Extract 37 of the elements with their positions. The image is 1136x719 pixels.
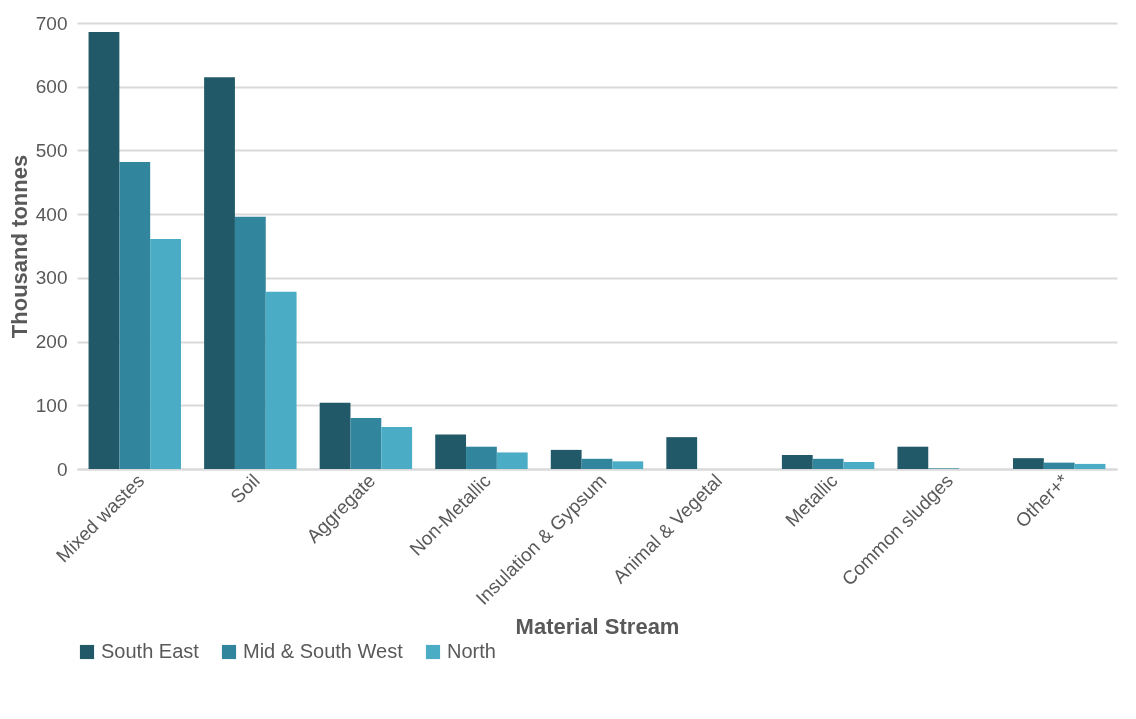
y-axis-title: Thousand tonnes bbox=[6, 154, 32, 339]
legend-label: North bbox=[447, 640, 496, 662]
bar bbox=[666, 437, 698, 469]
y-tick-label: 400 bbox=[35, 203, 68, 225]
y-tick-label: 100 bbox=[35, 394, 68, 416]
y-tick-label: 200 bbox=[35, 331, 68, 353]
bar bbox=[581, 458, 613, 469]
y-tick-label: 0 bbox=[56, 458, 68, 480]
bar bbox=[234, 216, 266, 469]
bar bbox=[781, 454, 813, 469]
bar bbox=[496, 452, 528, 469]
bar bbox=[119, 161, 151, 469]
bar bbox=[1043, 462, 1075, 469]
y-tick-label: 600 bbox=[35, 76, 68, 98]
bar bbox=[843, 461, 875, 469]
bar bbox=[1013, 458, 1044, 469]
bar bbox=[350, 418, 382, 469]
bar bbox=[88, 31, 120, 469]
bar bbox=[466, 446, 497, 469]
y-tick-label: 300 bbox=[35, 267, 68, 289]
y-tick-label: 700 bbox=[35, 12, 68, 34]
legend-label: Mid & South West bbox=[243, 640, 404, 662]
bar bbox=[204, 77, 235, 469]
bar bbox=[612, 461, 644, 469]
bar bbox=[550, 449, 582, 469]
bar bbox=[381, 426, 413, 469]
bar bbox=[150, 238, 181, 469]
bar bbox=[265, 291, 297, 469]
bar bbox=[319, 402, 351, 469]
bar bbox=[897, 446, 929, 469]
x-axis-title: Material Stream bbox=[515, 613, 680, 639]
x-tick-label: Soil bbox=[226, 470, 264, 508]
legend-label: South East bbox=[101, 640, 200, 662]
bar bbox=[1074, 463, 1106, 469]
y-tick-label: 500 bbox=[35, 139, 68, 161]
bar bbox=[435, 434, 467, 469]
bar bbox=[812, 458, 844, 469]
